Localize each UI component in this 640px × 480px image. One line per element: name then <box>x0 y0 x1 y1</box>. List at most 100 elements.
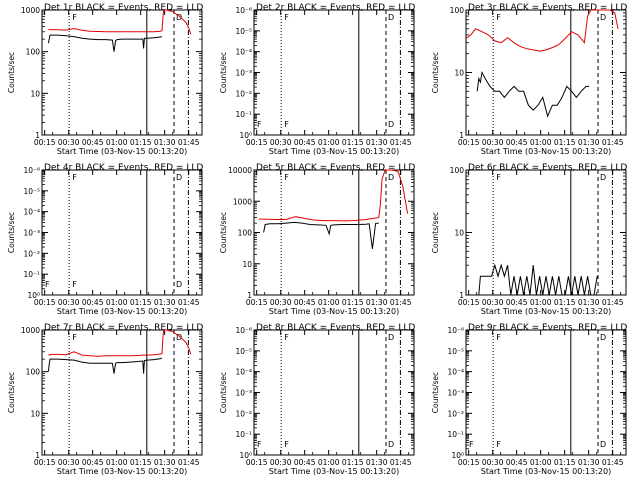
x-tick-label: 00:30 <box>270 138 292 147</box>
x-tick-label: 00:45 <box>506 138 528 147</box>
x-tick-label: 00:30 <box>482 298 504 307</box>
x-tick-label: 00:45 <box>82 298 104 307</box>
x-tick-label: 01:00 <box>318 138 340 147</box>
panel-5: Det 5r BLACK = Events, RED = LLD 1 10 100 10… <box>219 163 415 316</box>
y-tick-label: 10⁰ <box>27 291 40 300</box>
x-tick-label: 00:45 <box>82 458 104 467</box>
x-tick-label: 01:15 <box>342 298 364 307</box>
x-axis-label: Start Time (03-Nov-15 00:13:20) <box>481 467 611 476</box>
x-tick-label: 01:30 <box>154 298 176 307</box>
annotation-f: F <box>284 13 289 22</box>
x-tick-label: 01:00 <box>530 458 552 467</box>
x-tick-label: 00:30 <box>58 298 80 307</box>
panel-title: Det 9r BLACK = Events, RED = LLD <box>468 323 627 333</box>
y-tick-label: 10⁻⁶ <box>447 326 464 335</box>
y-axis-label: Counts/sec <box>219 372 228 413</box>
x-tick-label: 00:45 <box>506 458 528 467</box>
x-tick-label: 00:30 <box>58 138 80 147</box>
plot-frame <box>465 9 627 136</box>
y-tick-label: 10⁻⁵ <box>447 347 464 356</box>
y-tick-label: 10⁻² <box>235 89 252 98</box>
x-tick-label: 01:45 <box>390 298 412 307</box>
y-axis-label: Counts/sec <box>7 212 16 253</box>
x-tick-label: 01:00 <box>106 138 128 147</box>
plot-frame <box>253 169 415 296</box>
annotation-d: D <box>388 120 394 129</box>
annotation-f: F <box>496 13 501 22</box>
y-tick-label: 1 <box>459 291 464 300</box>
plot-frame <box>41 169 203 296</box>
y-tick-label: 10⁻¹ <box>447 430 464 439</box>
y-tick-label: 10 <box>454 229 464 238</box>
y-tick-label: 10⁻⁵ <box>23 187 40 196</box>
series-line-lld <box>48 9 192 35</box>
x-tick-label: 01:00 <box>106 458 128 467</box>
x-tick-label: 01:45 <box>390 458 412 467</box>
annotation-f: F <box>496 333 501 342</box>
y-tick-label: 10⁻² <box>235 409 252 418</box>
annotation-d: D <box>176 333 182 342</box>
x-tick-label: 01:30 <box>578 458 600 467</box>
annotation-f: F <box>72 280 77 289</box>
annotation-f: F <box>72 13 77 22</box>
y-tick-label: 1000 <box>233 197 252 206</box>
annotation-d: D <box>388 173 394 182</box>
annotation-d: D <box>176 13 182 22</box>
y-tick-label: 10⁻¹ <box>235 110 252 119</box>
y-tick-label: 100 <box>450 6 465 15</box>
y-tick-label: 10⁻⁶ <box>23 166 40 175</box>
x-tick-label: 01:15 <box>130 298 152 307</box>
series-line-events <box>47 357 163 374</box>
y-tick-label: 10⁻² <box>447 409 464 418</box>
y-tick-label: 10⁻³ <box>447 389 464 398</box>
series-line-events <box>47 34 163 52</box>
y-tick-label: 100 <box>26 368 41 377</box>
x-tick-label: 01:00 <box>318 458 340 467</box>
x-tick-label: 01:45 <box>390 138 412 147</box>
annotation-d: D <box>600 173 606 182</box>
y-axis-label: Counts/sec <box>431 212 440 253</box>
panel-title: Det 8r BLACK = Events, RED = LLD <box>256 323 415 333</box>
panel-6: Det 6r BLACK = Events, RED = LLD 1 10 100 00… <box>431 163 627 316</box>
x-tick-label: 01:00 <box>530 138 552 147</box>
series-line-events <box>478 263 598 296</box>
x-tick-label: 00:15 <box>34 458 56 467</box>
y-tick-label: 10 <box>454 69 464 78</box>
annotation-d: D <box>176 280 182 289</box>
x-tick-label: 01:00 <box>106 298 128 307</box>
x-axis-label: Start Time (03-Nov-15 00:13:20) <box>57 467 187 476</box>
y-tick-label: 1 <box>35 451 40 460</box>
annotation-f: F <box>496 173 501 182</box>
y-axis-label: Counts/sec <box>7 52 16 93</box>
x-tick-label: 00:45 <box>294 298 316 307</box>
y-tick-label: 10⁰ <box>239 451 252 460</box>
plot-frame <box>41 9 203 136</box>
y-tick-label: 10 <box>30 409 40 418</box>
y-tick-label: 10⁻¹ <box>23 270 40 279</box>
x-tick-label: 01:15 <box>130 138 152 147</box>
x-tick-label: 01:45 <box>178 138 200 147</box>
x-axis-label: Start Time (03-Nov-15 00:13:20) <box>57 307 187 316</box>
annotation-f: F <box>72 333 77 342</box>
x-tick-label: 01:15 <box>554 458 576 467</box>
y-tick-label: 10⁻⁶ <box>235 326 252 335</box>
annotation-f: F <box>284 120 289 129</box>
x-tick-label: 01:30 <box>366 298 388 307</box>
y-tick-label: 10⁰ <box>239 131 252 140</box>
y-axis-label: Counts/sec <box>431 372 440 413</box>
x-tick-label: 01:00 <box>530 298 552 307</box>
y-tick-label: 10⁻¹ <box>235 430 252 439</box>
x-tick-label: 01:45 <box>602 458 624 467</box>
x-tick-label: 01:15 <box>554 138 576 147</box>
x-tick-label: 01:30 <box>366 138 388 147</box>
y-axis-label: Counts/sec <box>431 52 440 93</box>
y-tick-label: 10 <box>242 260 252 269</box>
annotation-d: D <box>388 440 394 449</box>
y-tick-label: 100 <box>26 48 41 57</box>
annotation-d: D <box>388 333 394 342</box>
x-tick-label: 01:15 <box>342 138 364 147</box>
x-tick-label: 00:45 <box>294 458 316 467</box>
x-tick-label: 00:15 <box>34 298 56 307</box>
x-tick-label: 00:45 <box>506 298 528 307</box>
